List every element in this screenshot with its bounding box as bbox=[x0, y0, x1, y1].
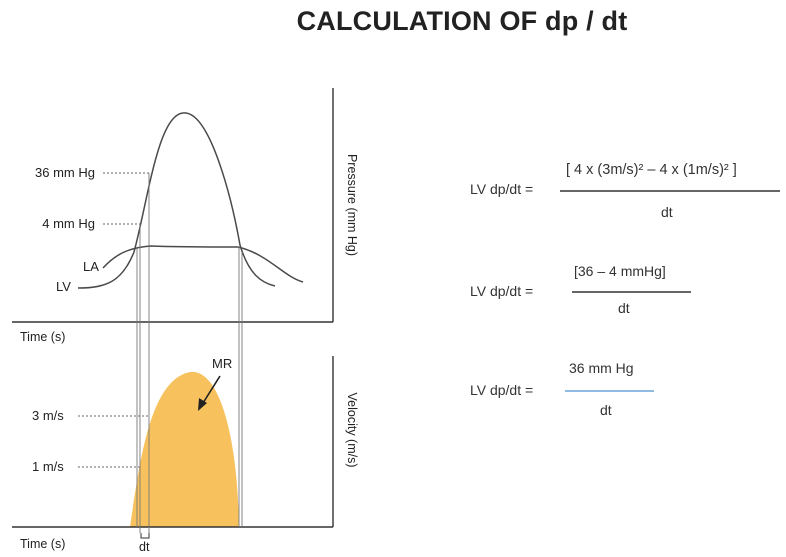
velocity-panel: 3 m/s 1 m/s MR Velocity (m/s) Time (s) d… bbox=[12, 356, 359, 554]
label-36mmhg: 36 mm Hg bbox=[35, 165, 95, 180]
equation-2-numerator: [36 – 4 mmHg] bbox=[574, 263, 666, 279]
la-pressure-curve bbox=[102, 245, 304, 283]
equation-1-denominator: dt bbox=[661, 204, 673, 220]
equation-2-denominator: dt bbox=[618, 300, 630, 316]
label-4mmhg: 4 mm Hg bbox=[42, 216, 95, 231]
velocity-y-axis-label: Velocity (m/s) bbox=[345, 392, 359, 467]
equation-3-denominator: dt bbox=[600, 402, 612, 418]
mr-velocity-envelope bbox=[130, 371, 239, 527]
label-mr: MR bbox=[212, 356, 232, 371]
dt-bracket bbox=[140, 533, 150, 539]
label-la: LA bbox=[83, 259, 99, 274]
label-3ms: 3 m/s bbox=[32, 408, 64, 423]
pressure-y-axis-label: Pressure (mm Hg) bbox=[345, 154, 359, 256]
timing-guides bbox=[136, 173, 243, 533]
equation-3-numerator: 36 mm Hg bbox=[569, 360, 634, 376]
equation-1-numerator: [ 4 x (3m/s)² – 4 x (1m/s)² ] bbox=[566, 162, 737, 178]
equation-2-lhs: LV dp/dt = bbox=[470, 283, 534, 299]
equation-3-lhs: LV dp/dt = bbox=[470, 382, 534, 398]
label-lv: LV bbox=[56, 279, 71, 294]
page-title: CALCULATION OF dp / dt bbox=[296, 6, 628, 36]
label-dt: dt bbox=[139, 540, 150, 554]
label-1ms: 1 m/s bbox=[32, 459, 64, 474]
velocity-x-axis-label: Time (s) bbox=[20, 537, 65, 551]
pressure-panel: 36 mm Hg 4 mm Hg LA LV Pressure (mm Hg) … bbox=[12, 88, 359, 344]
lv-pressure-curve bbox=[77, 112, 276, 289]
mr-arrow-shaft bbox=[202, 375, 221, 404]
mr-arrow-head bbox=[198, 398, 207, 411]
pressure-x-axis-label: Time (s) bbox=[20, 330, 65, 344]
equation-1-lhs: LV dp/dt = bbox=[470, 181, 534, 197]
